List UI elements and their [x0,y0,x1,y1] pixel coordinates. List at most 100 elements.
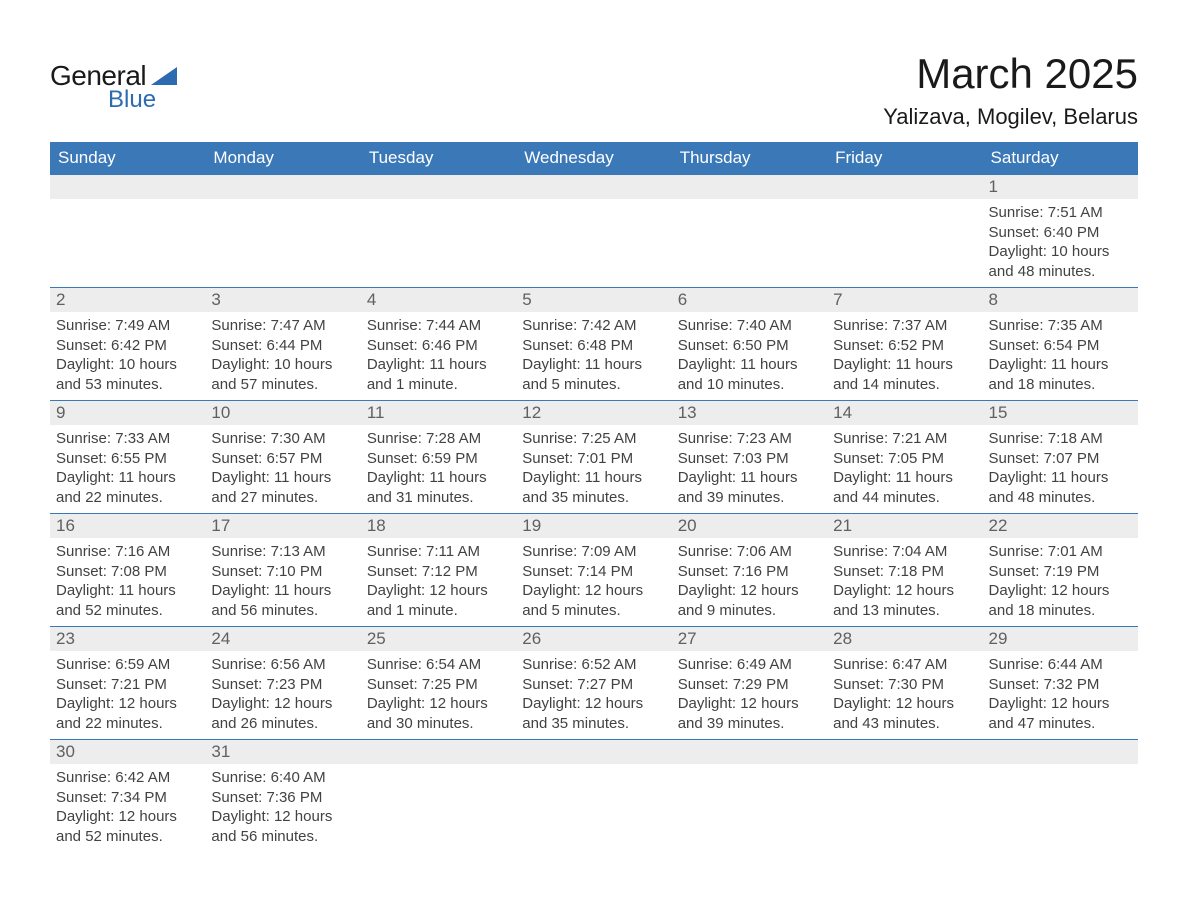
sunrise-text: Sunrise: 6:44 AM [989,655,1132,675]
calendar-day-cell [361,175,516,288]
daylight-text: Daylight: 12 hours and 30 minutes. [367,694,510,733]
brand-blue-text: Blue [108,86,156,114]
day-number [672,175,827,199]
day-details: Sunrise: 6:52 AMSunset: 7:27 PMDaylight:… [516,651,671,739]
sunrise-text: Sunrise: 7:13 AM [211,542,354,562]
calendar-day-cell: 10Sunrise: 7:30 AMSunset: 6:57 PMDayligh… [205,401,360,514]
sunrise-text: Sunrise: 7:28 AM [367,429,510,449]
day-details: Sunrise: 6:56 AMSunset: 7:23 PMDaylight:… [205,651,360,739]
day-details: Sunrise: 7:30 AMSunset: 6:57 PMDaylight:… [205,425,360,513]
day-details: Sunrise: 6:49 AMSunset: 7:29 PMDaylight:… [672,651,827,739]
day-number: 8 [983,288,1138,312]
sunrise-text: Sunrise: 7:30 AM [211,429,354,449]
sunset-text: Sunset: 6:50 PM [678,336,821,356]
daylight-text: Daylight: 11 hours and 56 minutes. [211,581,354,620]
daylight-text: Daylight: 11 hours and 52 minutes. [56,581,199,620]
sunrise-text: Sunrise: 6:49 AM [678,655,821,675]
sunrise-text: Sunrise: 7:23 AM [678,429,821,449]
calendar-table: SundayMondayTuesdayWednesdayThursdayFrid… [50,142,1138,852]
sunset-text: Sunset: 7:34 PM [56,788,199,808]
calendar-day-cell: 2Sunrise: 7:49 AMSunset: 6:42 PMDaylight… [50,288,205,401]
daylight-text: Daylight: 11 hours and 35 minutes. [522,468,665,507]
sunset-text: Sunset: 6:54 PM [989,336,1132,356]
title-block: March 2025 Yalizava, Mogilev, Belarus [883,50,1138,130]
day-details: Sunrise: 7:01 AMSunset: 7:19 PMDaylight:… [983,538,1138,626]
sunset-text: Sunset: 7:07 PM [989,449,1132,469]
daylight-text: Daylight: 12 hours and 35 minutes. [522,694,665,733]
weekday-header: Monday [205,142,360,175]
calendar-day-cell [983,740,1138,853]
day-number: 25 [361,627,516,651]
weekday-header: Thursday [672,142,827,175]
day-details: Sunrise: 7:47 AMSunset: 6:44 PMDaylight:… [205,312,360,400]
daylight-text: Daylight: 11 hours and 27 minutes. [211,468,354,507]
sunrise-text: Sunrise: 7:01 AM [989,542,1132,562]
calendar-day-cell: 1Sunrise: 7:51 AMSunset: 6:40 PMDaylight… [983,175,1138,288]
day-details [672,764,827,842]
day-details: Sunrise: 7:37 AMSunset: 6:52 PMDaylight:… [827,312,982,400]
day-details [361,199,516,277]
sunrise-text: Sunrise: 7:04 AM [833,542,976,562]
day-number: 30 [50,740,205,764]
day-number: 5 [516,288,671,312]
sunrise-text: Sunrise: 6:47 AM [833,655,976,675]
calendar-day-cell: 7Sunrise: 7:37 AMSunset: 6:52 PMDaylight… [827,288,982,401]
calendar-day-cell [672,175,827,288]
daylight-text: Daylight: 12 hours and 13 minutes. [833,581,976,620]
sunset-text: Sunset: 7:21 PM [56,675,199,695]
daylight-text: Daylight: 12 hours and 56 minutes. [211,807,354,846]
sunrise-text: Sunrise: 6:52 AM [522,655,665,675]
calendar-day-cell: 4Sunrise: 7:44 AMSunset: 6:46 PMDaylight… [361,288,516,401]
day-number: 9 [50,401,205,425]
daylight-text: Daylight: 12 hours and 5 minutes. [522,581,665,620]
day-details: Sunrise: 6:42 AMSunset: 7:34 PMDaylight:… [50,764,205,852]
sunrise-text: Sunrise: 7:16 AM [56,542,199,562]
day-details: Sunrise: 7:25 AMSunset: 7:01 PMDaylight:… [516,425,671,513]
weekday-header: Wednesday [516,142,671,175]
calendar-day-cell: 21Sunrise: 7:04 AMSunset: 7:18 PMDayligh… [827,514,982,627]
day-number: 16 [50,514,205,538]
day-details: Sunrise: 6:47 AMSunset: 7:30 PMDaylight:… [827,651,982,739]
weekday-header: Saturday [983,142,1138,175]
sunset-text: Sunset: 7:27 PM [522,675,665,695]
sunrise-text: Sunrise: 7:40 AM [678,316,821,336]
day-number [983,740,1138,764]
sunset-text: Sunset: 7:18 PM [833,562,976,582]
sunset-text: Sunset: 6:55 PM [56,449,199,469]
day-number: 24 [205,627,360,651]
calendar-day-cell: 30Sunrise: 6:42 AMSunset: 7:34 PMDayligh… [50,740,205,853]
day-details: Sunrise: 6:44 AMSunset: 7:32 PMDaylight:… [983,651,1138,739]
sunrise-text: Sunrise: 7:06 AM [678,542,821,562]
calendar-day-cell: 14Sunrise: 7:21 AMSunset: 7:05 PMDayligh… [827,401,982,514]
sunset-text: Sunset: 6:46 PM [367,336,510,356]
day-details: Sunrise: 7:23 AMSunset: 7:03 PMDaylight:… [672,425,827,513]
day-details: Sunrise: 7:35 AMSunset: 6:54 PMDaylight:… [983,312,1138,400]
sunset-text: Sunset: 7:14 PM [522,562,665,582]
calendar-week-row: 1Sunrise: 7:51 AMSunset: 6:40 PMDaylight… [50,175,1138,288]
day-number: 10 [205,401,360,425]
calendar-day-cell: 16 Sunrise: 7:16 AMSunset: 7:08 PMDayligh… [50,514,205,627]
sunrise-text: Sunrise: 6:54 AM [367,655,510,675]
day-number [516,740,671,764]
calendar-body: 1Sunrise: 7:51 AMSunset: 6:40 PMDaylight… [50,175,1138,853]
day-details [516,199,671,277]
day-details [672,199,827,277]
calendar-day-cell: 27Sunrise: 6:49 AMSunset: 7:29 PMDayligh… [672,627,827,740]
daylight-text: Daylight: 12 hours and 52 minutes. [56,807,199,846]
day-details: Sunrise: 7:33 AMSunset: 6:55 PMDaylight:… [50,425,205,513]
day-number: 6 [672,288,827,312]
calendar-week-row: 2Sunrise: 7:49 AMSunset: 6:42 PMDaylight… [50,288,1138,401]
brand-logo: General Blue [50,60,177,114]
sunset-text: Sunset: 6:52 PM [833,336,976,356]
calendar-day-cell [827,175,982,288]
sunrise-text: Sunrise: 7:42 AM [522,316,665,336]
header-row: General Blue March 2025 Yalizava, Mogile… [50,50,1138,130]
sunrise-text: Sunrise: 7:21 AM [833,429,976,449]
sunset-text: Sunset: 7:08 PM [56,562,199,582]
day-details: Sunrise: 7:04 AMSunset: 7:18 PMDaylight:… [827,538,982,626]
calendar-week-row: 30Sunrise: 6:42 AMSunset: 7:34 PMDayligh… [50,740,1138,853]
day-details: Sunrise: 7:09 AMSunset: 7:14 PMDaylight:… [516,538,671,626]
day-number: 22 [983,514,1138,538]
day-number: 20 [672,514,827,538]
day-number: 19 [516,514,671,538]
